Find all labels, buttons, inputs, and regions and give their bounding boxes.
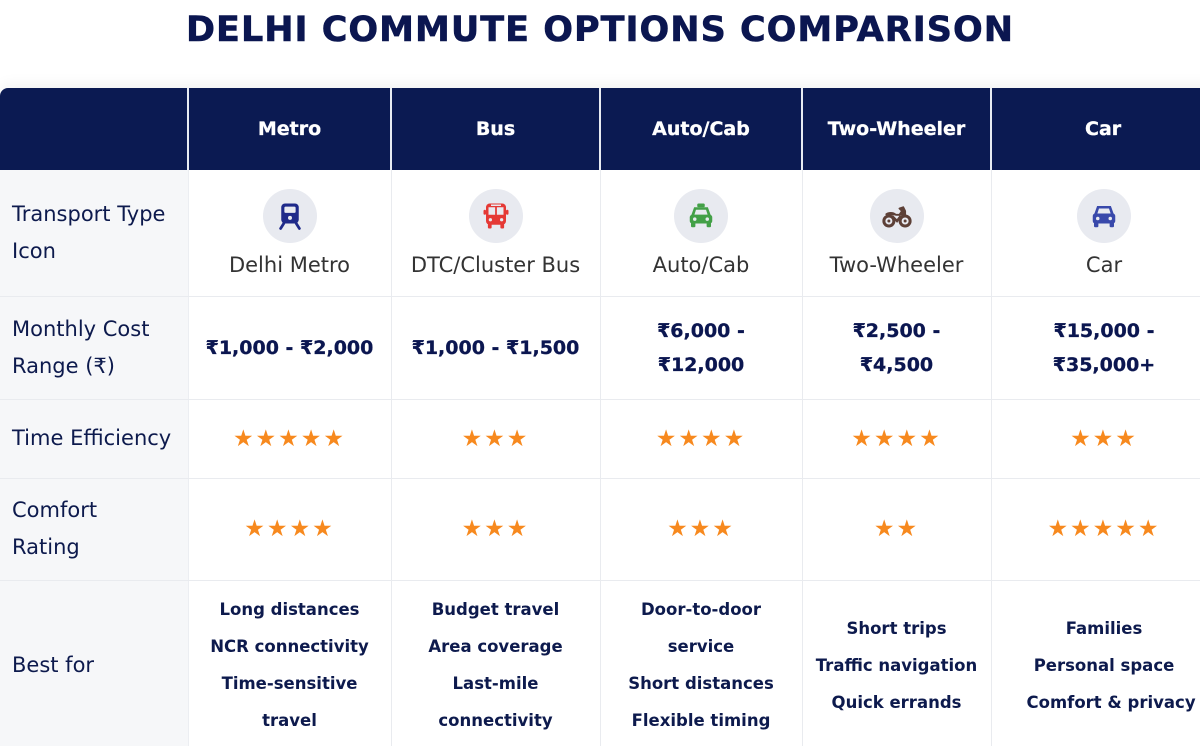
cost-line: ₹6,000 - (657, 319, 745, 342)
cell-bus-icon: DTC/Cluster Bus (391, 170, 601, 297)
best-for-item: Families (1065, 618, 1143, 638)
cell-metro-comfort: ★★★★ (188, 478, 392, 581)
cell-car-cost: ₹15,000 - ₹35,000+ (991, 296, 1200, 400)
motorcycle-icon (869, 188, 924, 243)
best-for-item: Flexible timing (631, 711, 771, 730)
header-corner (0, 88, 189, 170)
best-for-item: Last-mile (452, 674, 539, 693)
cell-car-time: ★★★ (991, 399, 1200, 479)
cost-line: ₹15,000 - (1053, 319, 1155, 342)
cost-line: ₹12,000 (657, 353, 745, 376)
best-for-item: Long distances (219, 600, 360, 619)
table-row-best-for: Best for Long distances NCR connectivity… (0, 580, 1200, 746)
star-rating: ★★★★ (244, 516, 335, 542)
cell-auto-cab-comfort: ★★★ (600, 478, 803, 581)
cell-bus-comfort: ★★★ (391, 478, 601, 581)
cell-car-icon: Car (991, 170, 1200, 297)
best-for-item: Traffic navigation (815, 655, 978, 675)
star-rating: ★★★ (461, 516, 530, 542)
best-for-item: travel (262, 711, 317, 730)
best-for-item: NCR connectivity (210, 637, 369, 656)
header-row: Metro Bus Auto/Cab Two-Wheeler Car (0, 88, 1200, 170)
cell-metro-cost: ₹1,000 - ₹2,000 (188, 296, 392, 400)
mode-name: Delhi Metro (228, 252, 351, 277)
taxi-icon (674, 188, 728, 243)
cost-line: ₹1,000 - ₹1,500 (411, 336, 580, 359)
row-label-best-for: Best for (0, 580, 189, 746)
mode-name: Two-Wheeler (829, 252, 964, 277)
cell-two-wheeler-time: ★★★★ (802, 399, 992, 479)
best-for-item: Budget travel (431, 600, 560, 619)
cell-auto-cab-best-for: Door-to-door service Short distances Fle… (600, 580, 803, 746)
table-row-monthly-cost: Monthly Cost Range (₹) ₹1,000 - ₹2,000 ₹… (0, 296, 1200, 400)
table-row-transport-type: Transport Type Icon Delhi Metro DTC/Clus… (0, 170, 1200, 297)
metro-train-icon (262, 188, 317, 243)
row-label-time-efficiency: Time Efficiency (0, 399, 189, 479)
best-for-item: Door-to-door (640, 600, 762, 619)
cost-line: ₹1,000 - ₹2,000 (205, 336, 374, 359)
cell-bus-cost: ₹1,000 - ₹1,500 (391, 296, 601, 400)
cell-two-wheeler-icon: Two-Wheeler (802, 170, 992, 297)
star-rating: ★★★★★ (232, 425, 347, 452)
cost-line: ₹35,000+ (1052, 353, 1156, 376)
star-rating: ★★★ (667, 516, 735, 542)
cell-metro-time: ★★★★★ (188, 399, 392, 479)
column-header-bus: Bus (391, 88, 601, 170)
table-row-comfort-rating: Comfort Rating ★★★★ ★★★ ★★★ ★★ ★★★★★ (0, 478, 1200, 581)
star-rating: ★★★★ (655, 425, 747, 452)
table-row-time-efficiency: Time Efficiency ★★★★★ ★★★ ★★★★ ★★★★ ★★★ (0, 399, 1200, 479)
column-header-two-wheeler: Two-Wheeler (802, 88, 992, 170)
mode-name: DTC/Cluster Bus (410, 252, 581, 277)
mode-name: Auto/Cab (652, 252, 750, 277)
cost-line: ₹4,500 (859, 353, 934, 376)
column-header-auto-cab: Auto/Cab (600, 88, 803, 170)
best-for-item: Short trips (846, 618, 947, 638)
best-for-item: service (667, 637, 735, 656)
bus-icon (468, 188, 523, 243)
comparison-table-container: Metro Bus Auto/Cab Two-Wheeler Car Trans… (0, 88, 1200, 746)
best-for-item: Short distances (628, 674, 774, 693)
best-for-item: Quick errands (831, 692, 962, 712)
row-label-comfort-rating: Comfort Rating (0, 478, 189, 581)
cell-auto-cab-icon: Auto/Cab (600, 170, 803, 297)
page-title: DELHI COMMUTE OPTIONS COMPARISON (185, 10, 1014, 51)
best-for-item: Comfort & privacy (1026, 692, 1196, 712)
car-icon (1077, 188, 1131, 243)
best-for-item: Time-sensitive (221, 674, 358, 693)
cell-two-wheeler-best-for: Short trips Traffic navigation Quick err… (802, 580, 992, 746)
row-label-monthly-cost: Monthly Cost Range (₹) (0, 296, 189, 400)
cell-two-wheeler-cost: ₹2,500 - ₹4,500 (802, 296, 992, 400)
cell-bus-best-for: Budget travel Area coverage Last-mile co… (391, 580, 601, 746)
star-rating: ★★★★★ (1047, 516, 1161, 542)
cell-bus-time: ★★★ (391, 399, 601, 479)
cell-car-best-for: Families Personal space Comfort & privac… (991, 580, 1200, 746)
column-header-metro: Metro (188, 88, 392, 170)
row-label-transport-type: Transport Type Icon (0, 170, 189, 297)
comparison-table: Metro Bus Auto/Cab Two-Wheeler Car Trans… (0, 88, 1200, 746)
star-rating: ★★★★ (851, 425, 942, 452)
best-for-item: Personal space (1033, 655, 1175, 675)
cell-metro-best-for: Long distances NCR connectivity Time-sen… (188, 580, 392, 746)
cell-car-comfort: ★★★★★ (991, 478, 1200, 581)
cell-auto-cab-time: ★★★★ (600, 399, 803, 479)
cell-two-wheeler-comfort: ★★ (802, 478, 992, 581)
best-for-item: Area coverage (428, 637, 563, 656)
star-rating: ★★★ (461, 425, 530, 452)
best-for-item: connectivity (438, 711, 553, 730)
cost-line: ₹2,500 - (852, 319, 941, 342)
star-rating: ★★ (873, 516, 920, 542)
column-header-car: Car (991, 88, 1200, 170)
mode-name: Car (1085, 252, 1123, 277)
cell-metro-icon: Delhi Metro (188, 170, 392, 297)
cell-auto-cab-cost: ₹6,000 - ₹12,000 (600, 296, 803, 400)
star-rating: ★★★ (1070, 425, 1138, 452)
